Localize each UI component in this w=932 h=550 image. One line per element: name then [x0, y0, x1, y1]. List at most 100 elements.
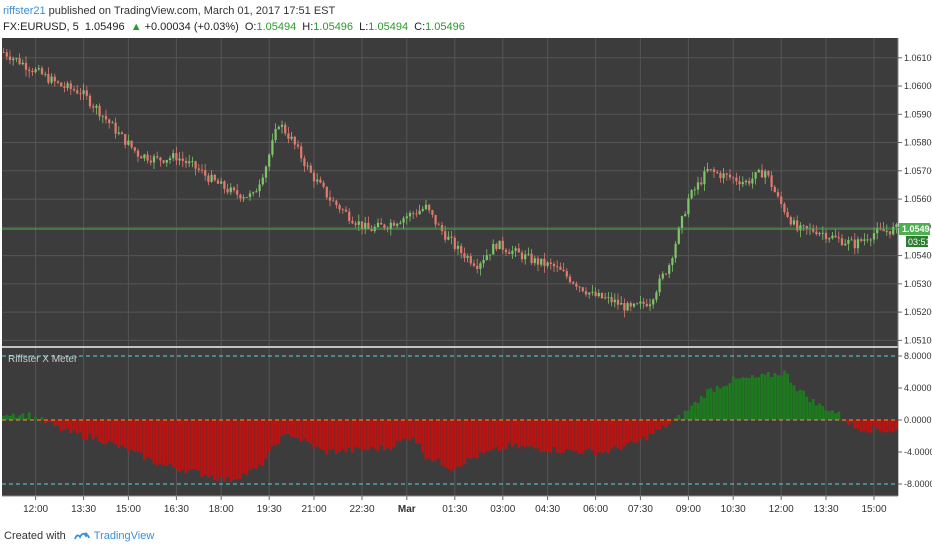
candle-body	[764, 171, 767, 178]
candle-body	[773, 187, 776, 193]
candle-body	[370, 229, 373, 232]
candle-body	[828, 238, 831, 240]
time-tick-label: 16:30	[164, 504, 189, 515]
candle-body	[207, 175, 210, 182]
candle-body	[277, 126, 280, 129]
candle-body	[34, 69, 37, 73]
candle-body	[405, 216, 408, 219]
candle-body	[728, 174, 732, 178]
candle-body	[892, 226, 895, 235]
candle-body	[248, 193, 252, 197]
candle-body	[152, 156, 156, 163]
candle-body	[767, 171, 770, 176]
candle-body	[581, 287, 584, 292]
candle-body	[460, 245, 463, 254]
candle-body	[31, 70, 34, 73]
candle-body	[780, 196, 783, 204]
indicator-tick-label: 8.0000	[904, 351, 932, 361]
time-tick-label: 12:00	[23, 504, 48, 515]
candle-body	[252, 192, 255, 194]
candle-body	[213, 174, 216, 181]
time-tick-label: 01:30	[442, 504, 467, 515]
candle-body	[508, 252, 511, 254]
price-tick-label: 1.05900	[904, 109, 932, 119]
candle-body	[642, 301, 645, 304]
candle-body	[632, 303, 636, 307]
candle-body	[303, 158, 306, 167]
candle-body	[120, 132, 124, 135]
candle-body	[316, 179, 319, 182]
candle-body	[748, 180, 751, 184]
candle-body	[88, 95, 92, 107]
candle-body	[815, 231, 818, 235]
chart-canvas[interactable]: 1.06100 1.06000 1.05900 1.05800 1.05700 1.056…	[0, 36, 932, 524]
candle-body	[885, 231, 888, 232]
candle-body	[312, 172, 316, 182]
indicator-pane[interactable]: 8.0000 4.0000 0.0000 -4.0000 -8.0000 Riffster…	[2, 348, 932, 496]
candle-body	[124, 134, 127, 145]
candle-body	[674, 243, 677, 259]
candle-body	[620, 302, 623, 305]
candle-body	[117, 132, 120, 134]
candle-body	[520, 252, 524, 260]
candle-body	[725, 173, 728, 175]
candle-body	[568, 276, 572, 283]
candle-body	[108, 119, 111, 124]
candle-body	[712, 169, 716, 172]
indicator-title: Riffster X Meter	[8, 354, 78, 365]
candle-body	[290, 136, 293, 139]
candle-body	[172, 153, 175, 159]
candle-body	[335, 200, 338, 206]
author-link[interactable]: riffster21	[3, 5, 46, 17]
time-axis: 12:00 13:30 15:00 16:30 18:00 19:30 21:00 22:30…	[2, 495, 898, 515]
candle-body	[709, 169, 712, 170]
candle-body	[360, 221, 364, 229]
candle-body	[824, 232, 828, 240]
candle-body	[149, 160, 152, 163]
candle-body	[818, 233, 821, 235]
candle-body	[63, 86, 66, 88]
indicator-tick-label: 0.0000	[904, 415, 932, 425]
candle-body	[130, 140, 133, 148]
candle-body	[466, 256, 469, 258]
candle-body	[12, 58, 15, 61]
low-label: L:	[359, 21, 369, 33]
candle-body	[271, 140, 274, 155]
time-tick-label: 15:00	[861, 504, 886, 515]
candle-body	[584, 291, 588, 295]
candle-body	[168, 158, 172, 161]
candle-body	[805, 226, 808, 229]
price-scale-background	[898, 38, 932, 496]
symbol-label[interactable]: FX:EURUSD, 5	[3, 21, 79, 33]
candle-body	[28, 69, 31, 71]
candle-body	[700, 182, 703, 185]
candle-body	[5, 52, 8, 57]
price-pane[interactable]: 1.06100 1.06000 1.05900 1.05800 1.05700 1.056…	[2, 38, 932, 496]
tradingview-brand-link[interactable]: TradingView	[93, 530, 155, 542]
candle-body	[261, 177, 264, 185]
candle-body	[447, 236, 450, 240]
high-label: H:	[302, 21, 314, 33]
candle-body	[399, 222, 402, 224]
price-tick-label: 1.06000	[904, 81, 932, 91]
candle-body	[412, 212, 415, 214]
candle-body	[255, 191, 258, 193]
candle-body	[716, 171, 719, 173]
candle-body	[364, 222, 367, 229]
candle-body	[776, 192, 780, 197]
candle-body	[264, 166, 268, 178]
candle-body	[408, 212, 412, 217]
candle-body	[671, 258, 674, 266]
candle-body	[879, 228, 882, 229]
candle-body	[437, 224, 440, 226]
candle-body	[463, 253, 466, 258]
time-tick-label: 21:00	[301, 504, 326, 515]
time-tick-label: 04:30	[535, 504, 560, 515]
candle-body	[354, 223, 357, 225]
candle-body	[178, 158, 181, 161]
candle-body	[741, 182, 744, 185]
publish-line: riffster21 published on TradingView.com,…	[3, 5, 335, 17]
candle-body	[76, 90, 79, 94]
candle-body	[357, 221, 360, 225]
candle-body	[44, 73, 47, 75]
